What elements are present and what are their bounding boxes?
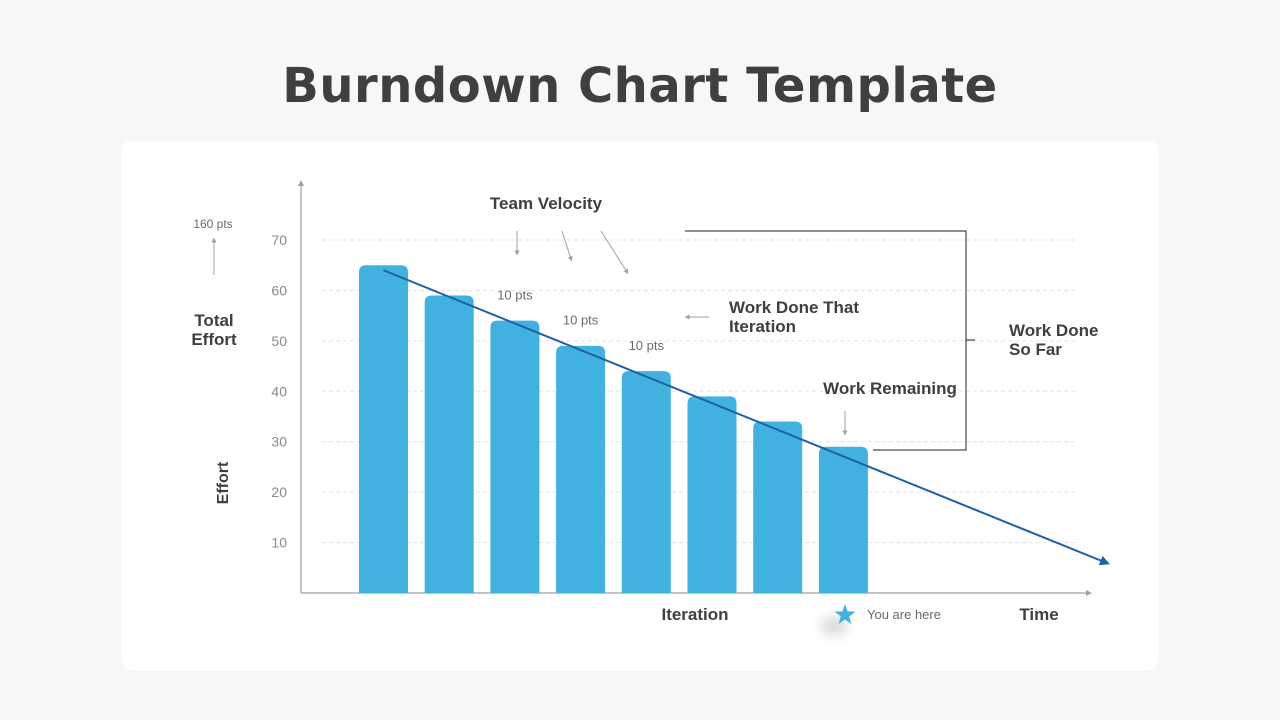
y-tick-label: 70 <box>271 232 287 248</box>
bar-iteration-6 <box>687 396 737 593</box>
work-done-iteration-line1: Work Done That <box>729 298 859 317</box>
bar-iteration-2 <box>424 295 474 593</box>
bar-iteration-4 <box>556 345 606 593</box>
y-axis-label: Effort <box>215 461 232 504</box>
total-effort-label-line1: Total <box>194 311 233 330</box>
team-velocity-label: Team Velocity <box>490 194 603 213</box>
star-icon <box>834 604 856 624</box>
y-tick-label: 10 <box>271 535 287 551</box>
work-remaining-label: Work Remaining <box>823 379 957 398</box>
velocity-pts-label: 10 pts <box>497 287 533 302</box>
total-effort-value: 160 pts <box>193 217 232 231</box>
bar-iteration-7 <box>753 421 803 593</box>
y-tick-label: 60 <box>271 282 287 298</box>
velocity-arrow-icon <box>600 230 629 275</box>
slide-title: Burndown Chart Template <box>282 58 998 114</box>
y-tick-labels: 10 20 30 40 50 60 70 <box>271 232 287 551</box>
velocity-arrow-icon <box>561 230 573 262</box>
velocity-labels: 10 pts 10 pts 10 pts <box>497 287 664 352</box>
bar-iteration-5 <box>621 371 671 593</box>
trend-line <box>383 269 1110 566</box>
bars <box>359 265 868 593</box>
bar-iteration-3 <box>490 320 540 593</box>
y-tick-label: 20 <box>271 484 287 500</box>
work-done-so-far-line1: Work Done <box>1009 321 1098 340</box>
x-axis-end-label: Time <box>1019 605 1058 624</box>
x-axis-label: Iteration <box>661 605 728 624</box>
bar-iteration-1 <box>359 265 408 593</box>
total-effort-label-line2: Effort <box>191 330 237 349</box>
velocity-pts-label: 10 pts <box>563 313 599 328</box>
y-tick-label: 40 <box>271 383 287 399</box>
y-tick-label: 50 <box>271 333 287 349</box>
velocity-pts-label: 10 pts <box>629 338 665 353</box>
bar-iteration-8 <box>818 446 868 593</box>
work-done-iteration-line2: Iteration <box>729 317 796 336</box>
work-done-so-far-line2: So Far <box>1009 340 1062 359</box>
y-tick-label: 30 <box>271 434 287 450</box>
you-are-here-label: You are here <box>867 607 941 622</box>
